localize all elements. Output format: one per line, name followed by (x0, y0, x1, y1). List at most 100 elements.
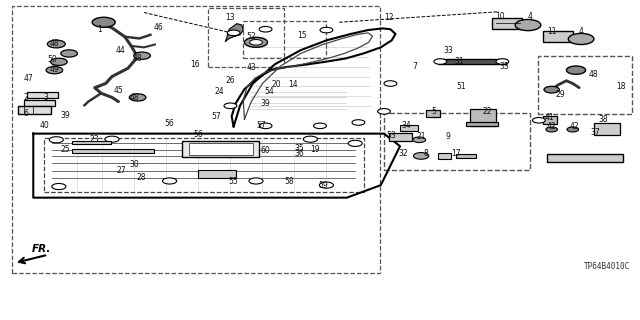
Circle shape (544, 86, 559, 93)
Circle shape (51, 58, 67, 65)
Bar (24, 100, 55, 106)
Text: 36: 36 (294, 149, 305, 158)
Text: FR.: FR. (32, 244, 51, 254)
Circle shape (496, 59, 509, 64)
Bar (400, 125, 418, 132)
Circle shape (129, 94, 146, 101)
Circle shape (384, 81, 397, 86)
Circle shape (163, 178, 177, 184)
Text: 33: 33 (443, 46, 453, 55)
Bar (44, 138, 364, 192)
Text: 6: 6 (23, 109, 28, 118)
Circle shape (249, 178, 263, 184)
Circle shape (227, 30, 240, 36)
Text: 22: 22 (483, 107, 492, 116)
Text: 43: 43 (246, 63, 257, 72)
Bar (456, 154, 476, 158)
Bar (208, 8, 284, 67)
Text: 7: 7 (412, 62, 417, 71)
Circle shape (314, 123, 326, 129)
Bar (72, 149, 154, 153)
Text: 16: 16 (190, 60, 200, 69)
Circle shape (92, 17, 115, 27)
Circle shape (532, 117, 545, 123)
Text: 12: 12 (385, 13, 394, 22)
Text: 53: 53 (387, 131, 397, 140)
Bar (389, 133, 412, 140)
Text: 56: 56 (164, 119, 175, 128)
Bar (189, 142, 253, 155)
Text: 42: 42 (547, 122, 557, 131)
Text: 50: 50 (47, 55, 58, 64)
Text: 23: 23 (90, 135, 100, 144)
Text: 18: 18 (616, 82, 625, 92)
Circle shape (319, 182, 333, 188)
Text: 29: 29 (555, 90, 565, 99)
Bar (438, 153, 451, 159)
Bar (198, 170, 236, 178)
Text: 54: 54 (264, 87, 275, 96)
Circle shape (46, 67, 63, 74)
Circle shape (52, 183, 66, 189)
Text: 32: 32 (398, 149, 408, 158)
Bar (470, 109, 496, 126)
Text: 19: 19 (310, 145, 320, 154)
Text: 49: 49 (49, 65, 60, 74)
Circle shape (134, 52, 150, 59)
Bar (243, 21, 326, 59)
Circle shape (567, 127, 579, 132)
Text: 9: 9 (445, 132, 451, 141)
Text: 24: 24 (214, 87, 224, 96)
Text: 3: 3 (44, 93, 49, 102)
Bar (466, 123, 498, 126)
Text: 33: 33 (499, 62, 509, 71)
Circle shape (515, 20, 541, 31)
Text: 20: 20 (271, 80, 282, 89)
Text: 60: 60 (260, 146, 271, 156)
Text: 37: 37 (590, 128, 600, 137)
Bar (182, 140, 259, 157)
Text: 41: 41 (544, 113, 554, 122)
Text: 52: 52 (246, 32, 256, 41)
Text: TP64B4010C: TP64B4010C (584, 262, 630, 271)
Text: 51: 51 (456, 82, 466, 92)
FancyArrowPatch shape (19, 255, 45, 263)
Text: 10: 10 (495, 12, 506, 21)
Bar (438, 59, 506, 64)
Circle shape (566, 66, 586, 74)
Text: 48: 48 (49, 39, 60, 48)
Bar (18, 106, 51, 114)
Text: 47: 47 (24, 74, 34, 83)
Text: 46: 46 (154, 23, 164, 32)
Text: 39: 39 (60, 111, 70, 120)
Bar (538, 56, 632, 114)
Text: 31: 31 (454, 57, 465, 66)
Text: 4: 4 (527, 12, 532, 21)
Text: 42: 42 (570, 122, 580, 131)
Text: 30: 30 (129, 160, 140, 169)
Bar (543, 116, 557, 124)
Text: 17: 17 (451, 149, 461, 158)
Circle shape (250, 40, 262, 45)
Circle shape (568, 33, 594, 44)
Text: 14: 14 (288, 80, 298, 89)
Text: 2015 Honda Crosstour Frame, L. FR. Seat Diagram for 81526-TP7-A53: 2015 Honda Crosstour Frame, L. FR. Seat … (139, 293, 501, 303)
Circle shape (47, 40, 65, 48)
Circle shape (105, 136, 119, 142)
Text: 2: 2 (23, 93, 28, 102)
Text: 13: 13 (225, 13, 236, 22)
Text: 58: 58 (284, 177, 294, 186)
Text: 15: 15 (297, 31, 307, 40)
Text: 4: 4 (579, 27, 584, 36)
Text: 26: 26 (225, 76, 236, 85)
Text: 1: 1 (97, 25, 102, 34)
Bar (72, 141, 111, 144)
Bar (384, 113, 530, 170)
Bar (27, 92, 58, 98)
Circle shape (348, 140, 362, 147)
Text: 48: 48 (132, 54, 142, 63)
Text: 57: 57 (211, 112, 221, 121)
Text: 55: 55 (228, 177, 239, 186)
Text: 27: 27 (116, 166, 127, 175)
Bar (492, 18, 522, 29)
